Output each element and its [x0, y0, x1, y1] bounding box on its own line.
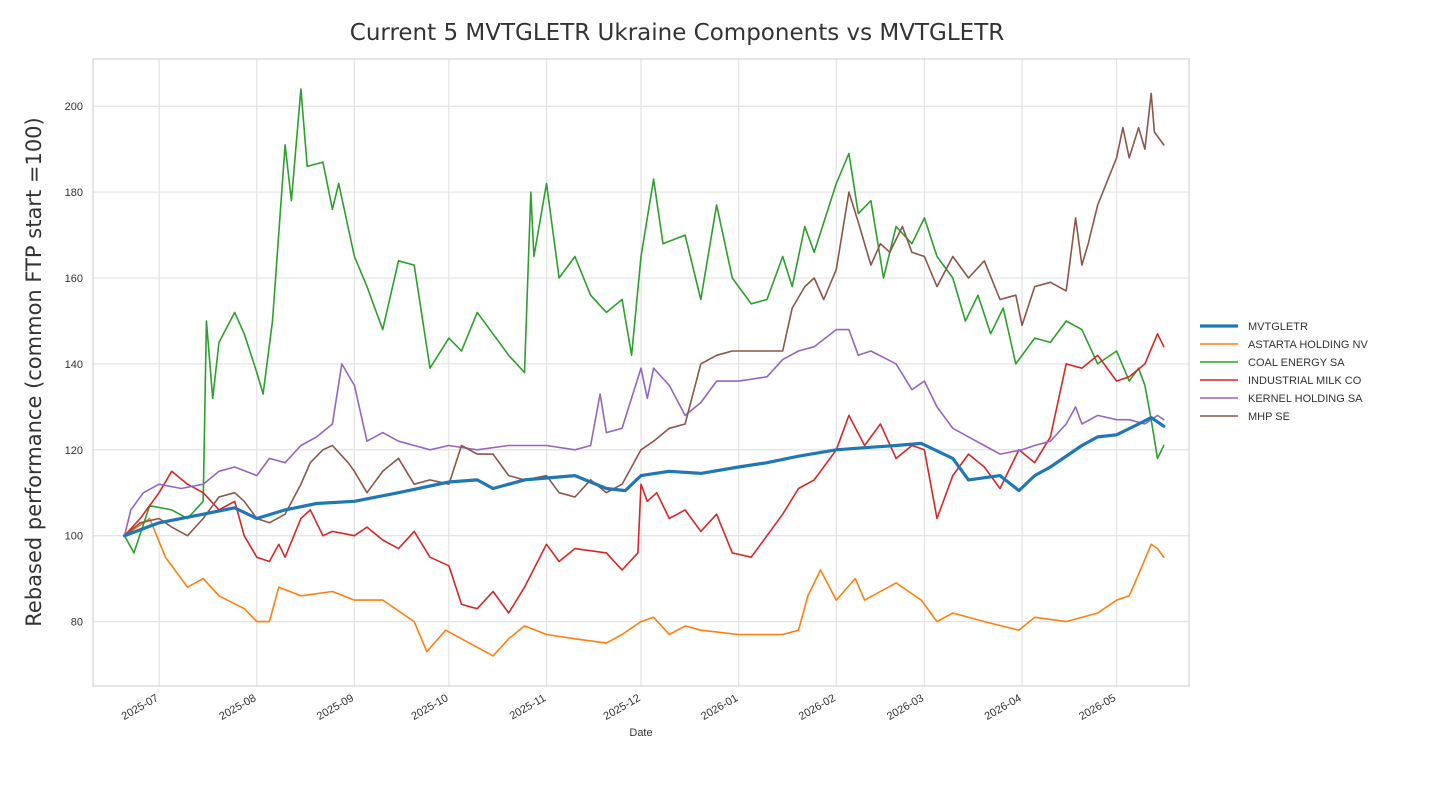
x-tick-label: 2026-04 — [983, 692, 1024, 723]
y-tick-label: 160 — [65, 273, 83, 285]
series-line-industrial-milk-co — [123, 333, 1165, 614]
x-tick-label: 2026-02 — [797, 692, 838, 723]
legend-label-mhp-se: MHP SE — [1248, 411, 1290, 423]
x-tick-label: 2026-03 — [885, 692, 926, 723]
y-axis-label: Rebased performance (common FTP start =1… — [22, 117, 46, 626]
x-tick-label: 2025-11 — [508, 692, 548, 722]
x-tick-label: 2025-10 — [409, 692, 450, 723]
series-line-astarta-holding-nv — [123, 517, 1165, 657]
x-tick-label: 2025-07 — [120, 692, 161, 723]
y-tick-label: 200 — [65, 101, 83, 113]
x-tick-labels: 2025-07 2025-08 2025-09 2025-10 2025-11 2025-… — [120, 692, 1118, 723]
x-tick-label: 2025-09 — [315, 692, 356, 723]
legend-label-coal-energy-sa: COAL ENERGY SA — [1248, 357, 1345, 369]
y-tick-labels: 80 100 120 140 160 180 200 — [65, 101, 83, 628]
series-line-mvtgletr — [122, 416, 1166, 538]
y-tick-label: 180 — [65, 187, 83, 199]
x-axis-label: Date — [629, 727, 652, 739]
y-tick-label: 100 — [65, 531, 83, 543]
x-tick-label: 2025-12 — [602, 692, 643, 723]
chart-title: Current 5 MVTGLETR Ukraine Components vs… — [350, 20, 1004, 46]
y-tick-label: 120 — [65, 445, 83, 457]
series-lines — [122, 88, 1166, 657]
legend-label-mvtgletr: MVTGLETR — [1248, 321, 1308, 333]
legend-label-industrial-milk-co: INDUSTRIAL MILK CO — [1248, 375, 1362, 387]
x-tick-label: 2025-08 — [217, 692, 258, 723]
plot-area-border — [92, 58, 1190, 687]
legend-label-kernel-holding-sa: KERNEL HOLDING SA — [1248, 393, 1363, 405]
legend-label-astarta-holding-nv: ASTARTA HOLDING NV — [1248, 339, 1368, 351]
series-line-kernel-holding-sa — [123, 328, 1165, 537]
y-tick-label: 140 — [65, 359, 83, 371]
x-tick-label: 2026-01 — [699, 692, 740, 723]
x-tick-label: 2026-05 — [1077, 692, 1118, 723]
legend: MVTGLETR ASTARTA HOLDING NV COAL ENERGY SA… — [1200, 321, 1368, 423]
series-line-coal-energy-sa — [123, 88, 1165, 554]
series-line-mhp-se — [123, 92, 1165, 537]
y-tick-label: 80 — [71, 617, 83, 629]
